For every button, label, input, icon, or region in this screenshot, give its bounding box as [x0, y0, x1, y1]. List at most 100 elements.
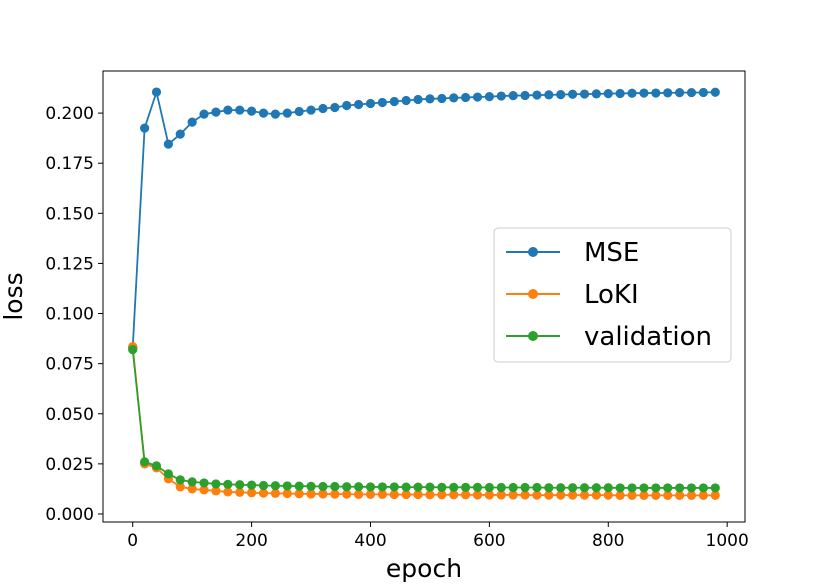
- data-point: [461, 482, 471, 492]
- data-point: [187, 477, 197, 487]
- data-point: [627, 490, 637, 500]
- data-point: [568, 483, 578, 493]
- data-point: [627, 483, 637, 493]
- data-point: [686, 483, 697, 493]
- data-point: [544, 490, 554, 500]
- data-point: [365, 482, 376, 492]
- data-point: [544, 90, 554, 100]
- data-point: [318, 481, 328, 492]
- data-point: [663, 483, 673, 493]
- data-point: [639, 490, 649, 500]
- data-point: [199, 485, 209, 495]
- data-point: [306, 105, 316, 115]
- data-point: [128, 345, 138, 355]
- data-point: [211, 479, 221, 489]
- data-point: [556, 490, 566, 500]
- series-layer: [128, 87, 720, 500]
- x-tick-label: 1000: [706, 531, 749, 551]
- y-tick-label: 0.025: [45, 455, 94, 475]
- data-point: [199, 478, 209, 488]
- data-point: [591, 483, 601, 493]
- data-point: [496, 490, 506, 500]
- data-point: [508, 490, 518, 500]
- data-point: [484, 92, 494, 102]
- data-point: [437, 93, 447, 104]
- data-point: [330, 102, 340, 113]
- data-point: [437, 490, 447, 500]
- data-point: [282, 108, 292, 118]
- data-point: [520, 490, 530, 500]
- data-point: [401, 482, 411, 492]
- data-point: [258, 488, 269, 498]
- data-point: [318, 103, 328, 114]
- data-point: [223, 105, 233, 115]
- data-point: [472, 482, 483, 492]
- data-point: [318, 489, 328, 499]
- data-point: [282, 481, 292, 491]
- data-point: [425, 490, 435, 500]
- data-point: [698, 483, 708, 493]
- data-point: [615, 483, 625, 493]
- data-point: [651, 88, 661, 98]
- x-axis-title: epoch: [386, 554, 462, 583]
- x-tick-label: 400: [354, 531, 386, 551]
- series-loki: [128, 342, 720, 500]
- data-point: [639, 88, 649, 98]
- series-validation: [128, 345, 720, 493]
- data-point: [365, 98, 376, 109]
- data-point: [449, 490, 459, 500]
- data-point: [449, 93, 459, 103]
- legend-marker: [528, 331, 538, 341]
- data-point: [294, 489, 304, 499]
- data-point: [401, 95, 411, 106]
- data-point: [247, 488, 257, 498]
- data-point: [235, 480, 245, 490]
- data-point: [556, 90, 566, 100]
- data-point: [151, 87, 162, 97]
- data-point: [472, 490, 483, 500]
- legend: MSE LoKI validation: [493, 227, 732, 363]
- axes-frame: [102, 70, 746, 523]
- x-axis-ticks: 0 200 400 600 800 1000: [127, 522, 749, 551]
- data-point: [163, 469, 173, 479]
- data-point: [591, 490, 601, 500]
- data-point: [354, 99, 364, 110]
- y-tick-label: 0.075: [45, 355, 94, 375]
- data-point: [556, 483, 566, 493]
- data-point: [342, 100, 352, 111]
- data-point: [675, 88, 685, 98]
- data-point: [425, 94, 435, 104]
- data-point: [140, 123, 150, 133]
- data-point: [484, 490, 494, 500]
- data-point: [294, 481, 304, 491]
- x-tick-label: 600: [473, 531, 505, 551]
- series-line: [131, 349, 716, 489]
- data-point: [686, 490, 697, 500]
- data-point: [354, 482, 364, 492]
- y-tick-label: 0.150: [45, 204, 94, 224]
- data-point: [270, 109, 280, 119]
- data-point: [306, 489, 316, 499]
- data-point: [603, 89, 613, 99]
- data-point: [377, 482, 387, 492]
- data-point: [187, 117, 197, 127]
- data-point: [603, 483, 613, 493]
- data-point: [175, 475, 185, 485]
- data-point: [235, 105, 245, 115]
- data-point: [413, 94, 423, 105]
- y-axis-title: loss: [0, 272, 28, 320]
- legend-label: validation: [584, 322, 712, 352]
- data-point: [639, 483, 649, 493]
- data-point: [223, 487, 233, 497]
- data-point: [211, 486, 221, 496]
- data-point: [258, 480, 269, 491]
- data-point: [389, 482, 399, 492]
- data-point: [710, 483, 720, 493]
- data-point: [663, 88, 673, 98]
- data-point: [568, 490, 578, 500]
- data-point: [603, 490, 613, 500]
- data-point: [484, 482, 494, 493]
- data-point: [461, 92, 471, 103]
- data-point: [330, 489, 340, 499]
- data-point: [211, 107, 221, 117]
